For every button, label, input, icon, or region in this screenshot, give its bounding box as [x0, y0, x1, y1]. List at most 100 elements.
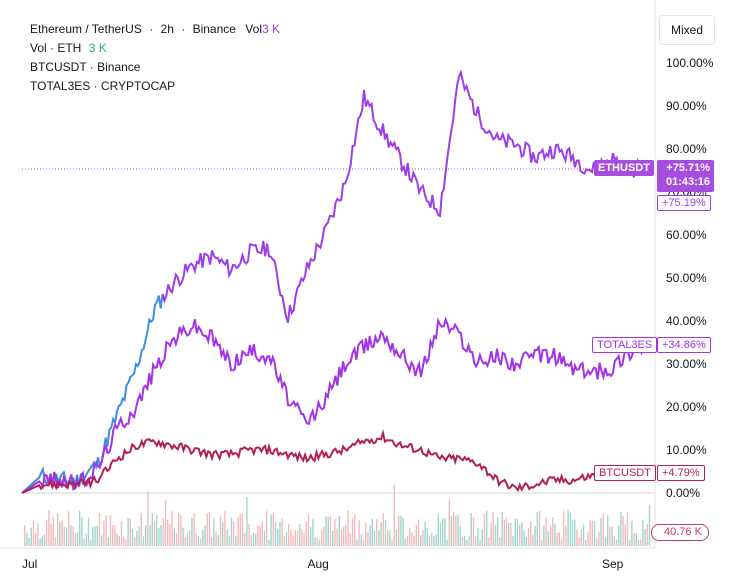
- volume-bar: [76, 531, 79, 546]
- legend-volume-row[interactable]: Vol · ETH 3 K: [30, 39, 280, 58]
- volume-bar: [400, 515, 402, 546]
- series-line-ethusdt-early[interactable]: [21, 293, 166, 494]
- volume-bar: [378, 530, 380, 546]
- volume-bar: [101, 535, 103, 546]
- volume-bar: [79, 510, 81, 546]
- volume-bar: [362, 539, 365, 546]
- volume-bar: [457, 514, 459, 546]
- volume-bar: [142, 536, 145, 546]
- legend-main-row[interactable]: Ethereum / TetherUS · 2h · Binance Vol3 …: [30, 22, 280, 36]
- volume-bar: [224, 511, 226, 546]
- volume-bar: [96, 525, 98, 546]
- volume-bar: [149, 525, 151, 546]
- volume-bar: [81, 517, 83, 546]
- volume-bar: [248, 523, 250, 546]
- series-line-btcusdt[interactable]: [21, 429, 650, 494]
- eth-prev-tag: +75.19%: [657, 195, 711, 211]
- scale-mode-button[interactable]: Mixed: [659, 15, 715, 45]
- series-line-total3es[interactable]: [21, 316, 650, 494]
- y-tick-label: 80.00%: [666, 142, 707, 156]
- volume-bar: [340, 529, 343, 546]
- x-tick-label: Aug: [308, 557, 329, 571]
- volume-bar: [556, 533, 558, 546]
- eth-countdown-text: 01:43:16: [665, 176, 710, 188]
- volume-bar: [488, 537, 490, 546]
- volume-bar: [94, 526, 96, 546]
- volume-bar: [61, 520, 63, 546]
- volume-bar: [505, 517, 508, 546]
- volume-bar: [549, 525, 552, 546]
- volume-bar: [57, 513, 59, 546]
- volume-bar: [483, 513, 486, 546]
- volume-bar: [279, 522, 281, 546]
- volume-bar: [648, 505, 651, 546]
- volume-bar: [263, 530, 266, 546]
- volume-bar: [424, 521, 426, 546]
- volume-bar: [114, 525, 116, 546]
- volume-bar: [560, 539, 563, 546]
- volume-bar: [492, 512, 494, 546]
- volume-bar: [384, 519, 387, 546]
- volume-bar: [512, 535, 514, 546]
- volume-bar: [327, 517, 329, 546]
- volume-bar: [578, 537, 580, 546]
- volume-bar: [105, 515, 107, 546]
- volume-bar: [325, 516, 327, 546]
- volume-bar: [411, 532, 413, 546]
- volume-bar: [609, 526, 611, 546]
- volume-bar: [490, 522, 492, 546]
- volume-bar: [439, 522, 442, 546]
- volume-bar: [567, 510, 569, 546]
- volume-bar: [178, 512, 180, 546]
- volume-bar: [208, 511, 211, 546]
- volume-bar: [285, 532, 288, 546]
- volume-bar: [217, 535, 219, 546]
- volume-bar: [640, 539, 642, 546]
- volume-bar: [519, 524, 521, 546]
- volume-bar: [422, 530, 424, 546]
- volume-bar: [598, 532, 600, 546]
- volume-bar: [70, 525, 72, 546]
- volume-bar: [173, 528, 175, 546]
- legend-compare-btc[interactable]: BTCUSDT · Binance: [30, 60, 141, 74]
- volume-bars: [24, 484, 651, 546]
- volume-bar: [206, 513, 208, 546]
- volume-bar: [347, 510, 349, 546]
- volume-bar: [41, 536, 43, 546]
- volume-bar: [329, 516, 332, 546]
- volume-bar: [437, 513, 439, 546]
- y-tick-label: 30.00%: [666, 357, 707, 371]
- volume-bar: [336, 528, 338, 546]
- volume-bar: [576, 529, 578, 546]
- volume-bar: [459, 525, 461, 546]
- volume-bar: [169, 524, 171, 546]
- volume-bar: [607, 515, 609, 546]
- volume-bar: [266, 511, 268, 546]
- chart-legend: Ethereum / TetherUS · 2h · Binance Vol3 …: [30, 20, 280, 96]
- legend-symbol: Ethereum / TetherUS: [30, 22, 142, 36]
- volume-bar: [369, 525, 371, 546]
- volume-bar: [246, 497, 248, 546]
- volume-bar: [415, 525, 417, 546]
- volume-bar: [373, 530, 376, 546]
- volume-bar: [406, 536, 409, 546]
- volume-bar: [28, 537, 30, 546]
- volume-bar: [503, 519, 505, 546]
- volume-bar: [191, 517, 193, 546]
- series-line-ethusdt[interactable]: [161, 69, 650, 324]
- eth-name-tag: ETHUSDT: [594, 160, 654, 176]
- volume-bar: [563, 511, 565, 546]
- volume-bar: [103, 520, 105, 546]
- time-axis: Jul Aug Sep: [22, 557, 624, 571]
- volume-bar: [50, 523, 52, 546]
- volume-bar: [213, 518, 215, 546]
- legend-compare-total3[interactable]: TOTAL3ES · CRYPTOCAP: [30, 79, 176, 93]
- volume-bar: [525, 537, 527, 546]
- volume-bar: [39, 538, 41, 546]
- volume-bar: [296, 530, 299, 546]
- btc-name-tag: BTCUSDT: [594, 465, 656, 481]
- volume-bar: [393, 484, 395, 546]
- volume-bar: [257, 525, 259, 546]
- volume-bar: [129, 518, 131, 546]
